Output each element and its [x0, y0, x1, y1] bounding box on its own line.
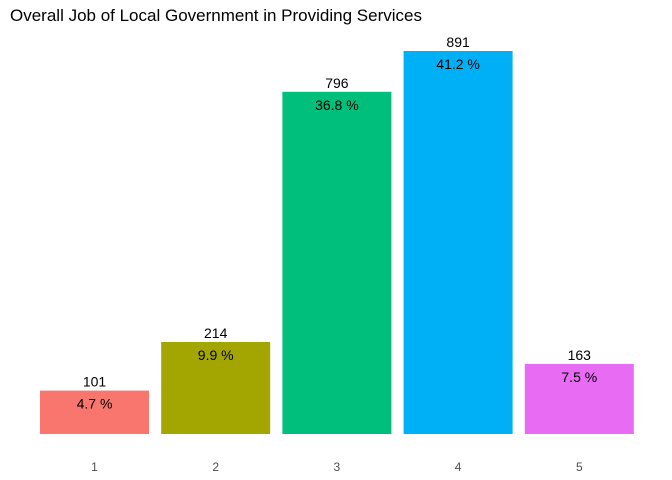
percent-label-1: 4.7 %: [77, 396, 113, 412]
x-tick-label-1: 1: [91, 460, 98, 474]
percent-label-5: 7.5 %: [561, 369, 597, 385]
x-tick-label-3: 3: [334, 460, 341, 474]
bar-4: [403, 51, 513, 434]
count-label-5: 163: [568, 347, 592, 363]
percent-label-2: 9.9 %: [198, 347, 234, 363]
x-tick-label-4: 4: [455, 460, 462, 474]
count-label-1: 101: [83, 374, 107, 390]
bar-1: [40, 390, 149, 434]
x-tick-label-5: 5: [576, 460, 583, 474]
bars-layer: [40, 51, 634, 435]
bar-5: [524, 363, 634, 434]
percent-label-3: 36.8 %: [315, 97, 359, 113]
x-tick-label-2: 2: [212, 460, 219, 474]
count-label-2: 214: [204, 325, 228, 341]
labels-layer: 101 4.7 % 214 9.9 % 796 36.8 % 891 41.2 % 163 7.5…: [77, 34, 598, 412]
count-label-3: 796: [325, 75, 349, 91]
bar-2: [161, 342, 271, 434]
x-axis-ticks: 1 2 3 4 5: [91, 460, 583, 474]
percent-label-4: 41.2 %: [436, 56, 480, 72]
chart-title: Overall Job of Local Government in Provi…: [10, 6, 422, 25]
count-label-4: 891: [446, 34, 470, 50]
bar-3: [282, 91, 392, 435]
